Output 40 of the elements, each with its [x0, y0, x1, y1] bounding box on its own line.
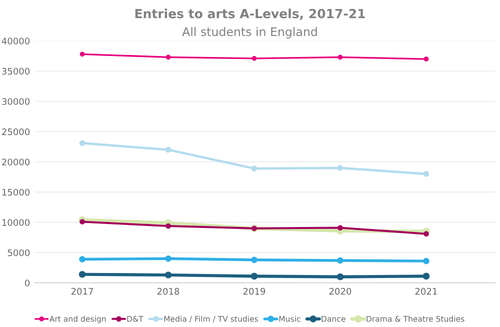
- point: [423, 171, 430, 177]
- x-tick-label: 2020: [329, 288, 352, 295]
- y-tick-label: 0: [24, 280, 30, 286]
- point: [165, 255, 172, 262]
- chart-title: Entries to arts A-Levels, 2017-21: [135, 8, 365, 20]
- point: [424, 231, 429, 237]
- x-tick-label: 2019: [243, 288, 266, 295]
- y-tick-label: 15000: [2, 188, 30, 196]
- point: [166, 223, 171, 229]
- y-tick-label: 5000: [8, 249, 30, 256]
- y-tick-label: 10000: [2, 219, 30, 226]
- y-tick-label: 30000: [2, 98, 30, 105]
- point: [79, 140, 86, 146]
- chart-subtitle: All students in England: [182, 26, 317, 38]
- point: [422, 272, 430, 280]
- x-tick-label: 2017: [71, 288, 94, 295]
- point: [252, 56, 257, 61]
- x-tick-label: 2018: [157, 288, 180, 295]
- y-tick-label: 25000: [2, 128, 30, 136]
- point: [251, 256, 258, 264]
- point: [165, 146, 172, 153]
- point: [337, 164, 344, 171]
- point: [424, 56, 429, 62]
- y-tick-label: 20000: [2, 158, 30, 166]
- point: [164, 272, 172, 278]
- point: [338, 54, 343, 60]
- point: [80, 52, 85, 57]
- point: [336, 273, 344, 280]
- point: [250, 272, 258, 280]
- point: [337, 257, 344, 264]
- x-tick-label: 2021: [415, 288, 437, 295]
- y-tick-label: 35000: [2, 68, 30, 75]
- y-tick-label: 40000: [2, 38, 30, 44]
- point: [78, 270, 86, 278]
- point: [166, 54, 171, 60]
- point: [79, 256, 86, 262]
- point: [338, 225, 343, 230]
- point: [251, 166, 258, 172]
- point: [423, 258, 430, 264]
- point: [80, 219, 85, 224]
